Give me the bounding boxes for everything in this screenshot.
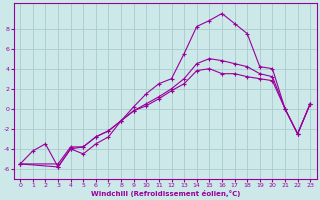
X-axis label: Windchill (Refroidissement éolien,°C): Windchill (Refroidissement éolien,°C) <box>91 190 240 197</box>
